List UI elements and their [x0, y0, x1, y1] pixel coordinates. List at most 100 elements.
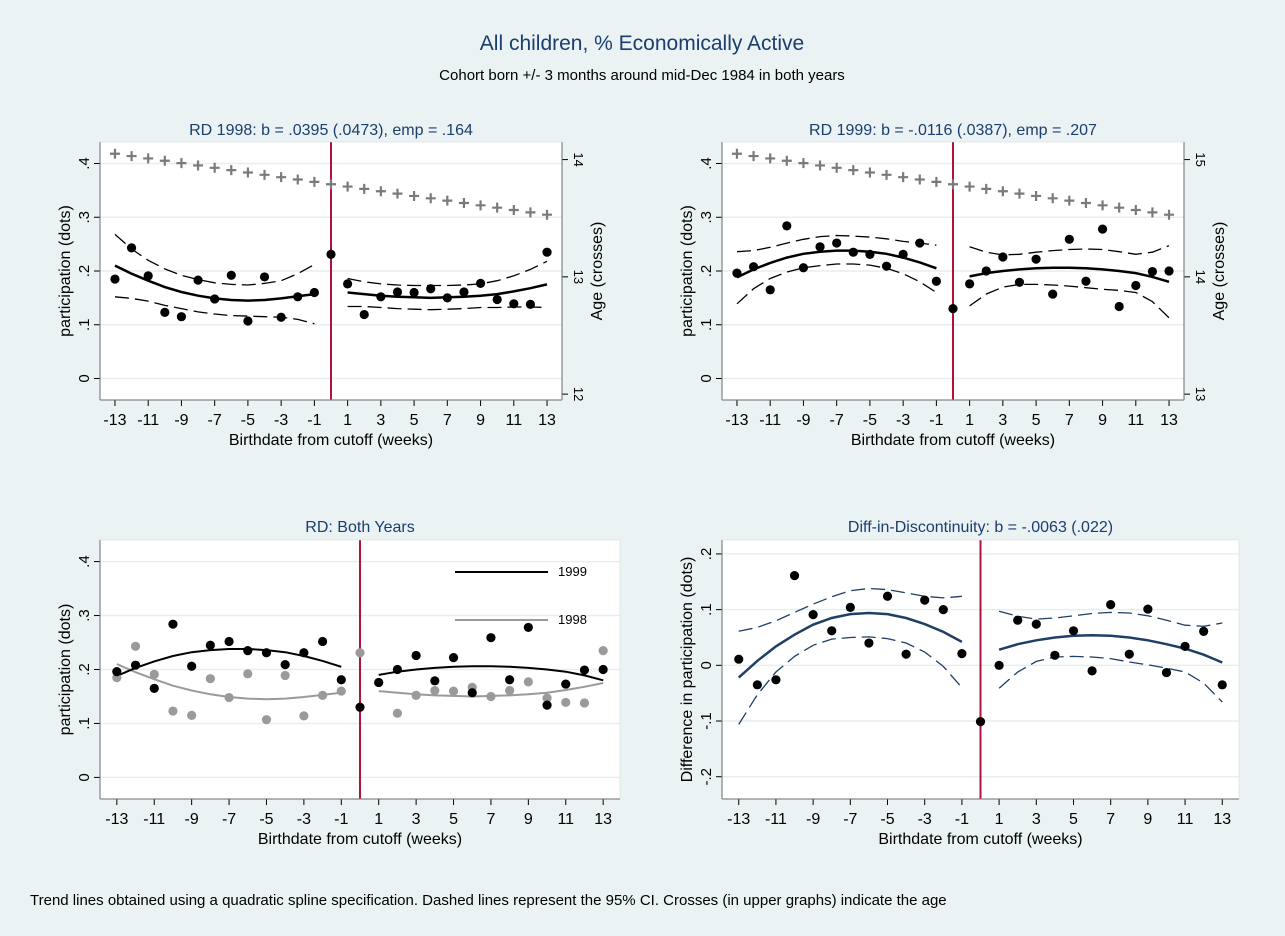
y-tick-label: .3	[698, 211, 715, 224]
y2-tick-label: 13	[1193, 387, 1208, 401]
age-cross	[731, 148, 742, 159]
data-point-1998	[598, 646, 608, 656]
y-axis-label: participation (dots)	[57, 205, 74, 337]
x-tick-label: 11	[1177, 811, 1194, 828]
data-point-1999	[542, 700, 552, 710]
age-cross	[292, 174, 303, 185]
data-point-1999	[355, 702, 365, 712]
data-point	[1147, 266, 1158, 277]
data-point	[789, 571, 800, 581]
age-cross	[848, 165, 859, 176]
x-tick-label: -11	[143, 811, 165, 828]
data-point	[938, 605, 948, 615]
x-tick-label: -9	[806, 811, 820, 828]
data-point	[143, 271, 153, 281]
data-point	[901, 649, 911, 659]
age-cross	[1080, 197, 1091, 208]
x-tick-label: 9	[524, 811, 533, 828]
data-point	[782, 221, 792, 231]
data-point	[160, 307, 170, 317]
data-point	[1161, 667, 1172, 678]
x-axis-label: Birthdate from cutoff (weeks)	[878, 831, 1082, 848]
legend: 1999 1998	[455, 564, 587, 627]
age-cross	[226, 165, 237, 176]
data-point	[293, 292, 303, 302]
x-tick-label: -7	[830, 412, 844, 429]
x-tick-label: 13	[1213, 811, 1231, 828]
data-point	[409, 287, 419, 298]
age-cross	[1097, 200, 1108, 211]
data-point	[110, 274, 120, 284]
data-point	[827, 626, 837, 636]
ci-line	[736, 234, 937, 253]
data-point-1999	[280, 660, 290, 670]
y-tick-label: .1	[698, 603, 715, 616]
x-axis-label: Birthdate from cutoff (weeks)	[229, 432, 433, 449]
data-point-1999	[523, 622, 533, 633]
chart-title: RD: Both Years	[305, 519, 414, 536]
y2-axis-label: Age (crosses)	[589, 222, 606, 321]
age-cross	[176, 158, 187, 169]
data-point-1998	[187, 710, 197, 720]
age-cross	[781, 155, 792, 166]
y-tick-label: -.1	[698, 712, 715, 730]
y-tick-label: 0	[76, 773, 93, 781]
age-cross	[126, 151, 137, 162]
data-point-1998	[130, 641, 141, 651]
x-tick-label: -9	[174, 412, 188, 429]
data-point	[525, 299, 536, 309]
figure-subtitle: Cohort born +/- 3 months around mid-Dec …	[439, 67, 845, 84]
x-tick-label: 7	[443, 412, 452, 429]
data-point	[193, 275, 203, 285]
data-point-1998	[355, 648, 365, 658]
data-point	[1014, 277, 1025, 287]
age-cross	[1114, 202, 1125, 213]
data-point-1998	[486, 691, 496, 702]
data-point-1999	[299, 648, 309, 658]
age-cross	[342, 181, 353, 192]
y-tick-label: .2	[76, 663, 93, 676]
x-tick-label: 11	[506, 412, 523, 429]
data-point-1999	[112, 667, 122, 677]
y-tick-label: 0	[698, 661, 715, 669]
x-tick-label: -7	[843, 811, 857, 828]
data-point-1998	[430, 685, 440, 696]
data-point	[981, 266, 991, 276]
data-point	[1106, 600, 1116, 610]
data-point	[226, 270, 236, 280]
x-tick-label: 1	[343, 412, 352, 429]
fit-line	[737, 611, 963, 679]
y-tick-label: -.2	[698, 768, 715, 786]
age-cross	[1064, 195, 1075, 206]
data-point	[442, 293, 452, 303]
data-point	[1087, 666, 1097, 676]
data-point	[1114, 301, 1124, 312]
age-cross	[948, 179, 958, 190]
data-point-1998	[505, 685, 515, 696]
data-point	[898, 249, 908, 259]
data-point	[1131, 280, 1141, 291]
data-point-1998	[561, 697, 571, 708]
data-point-1999	[505, 675, 515, 685]
age-cross	[259, 169, 270, 180]
y-tick-label: .4	[76, 157, 93, 170]
data-point	[210, 294, 220, 304]
age-cross	[309, 176, 320, 187]
data-point	[1217, 680, 1227, 690]
age-cross	[159, 155, 170, 166]
age-cross	[392, 188, 403, 199]
age-cross	[242, 167, 253, 178]
chart-rd1999: RD 1999: b = -.0116 (.0387), emp = .207 0…	[679, 122, 1228, 449]
age-cross	[815, 160, 826, 171]
x-tick-label: 1	[965, 412, 974, 429]
ci-line	[969, 283, 1170, 319]
x-tick-label: -5	[863, 412, 877, 429]
data-point-1998	[149, 669, 159, 679]
data-point	[475, 278, 486, 288]
data-point-1999	[224, 636, 234, 647]
x-tick-label: -3	[896, 412, 910, 429]
data-point-1998	[317, 690, 328, 701]
data-point-1998	[299, 711, 309, 721]
data-point-1998	[448, 686, 459, 696]
